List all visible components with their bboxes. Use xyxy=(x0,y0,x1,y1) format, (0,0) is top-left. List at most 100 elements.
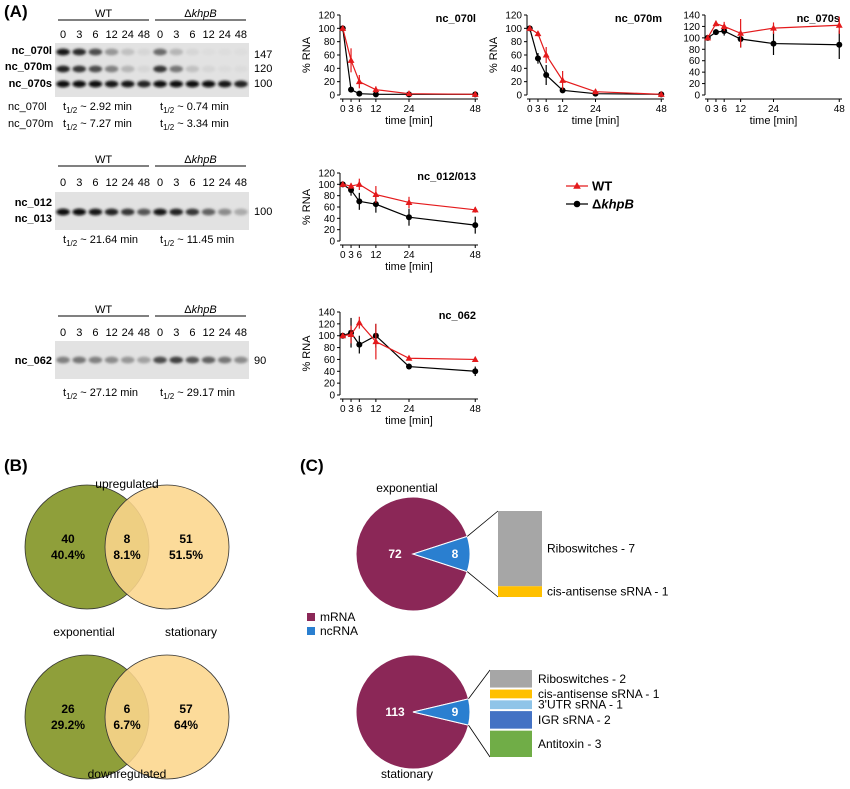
gel-band xyxy=(137,208,151,216)
pie-value-mrna: 72 xyxy=(388,547,402,561)
x-axis-label: time [min] xyxy=(385,261,433,273)
pie-exponential: 72 8 exponential Riboswitches - 7 cis-antise… xyxy=(355,481,669,612)
gel-band xyxy=(120,48,135,56)
gel-band xyxy=(56,356,70,364)
y-tick-label: 120 xyxy=(318,11,335,22)
y-tick-label: 140 xyxy=(683,11,700,22)
gel-background xyxy=(55,192,249,230)
group-prefix: Δ xyxy=(184,8,192,20)
gel-band xyxy=(185,80,200,88)
chart-title: nc_070s xyxy=(797,13,840,25)
series-line xyxy=(342,321,476,361)
halflife-t: t xyxy=(160,101,163,113)
data-point-triangle xyxy=(347,182,355,189)
gel-band xyxy=(201,80,216,88)
venn-upregulated: upregulated 40 40.4% 8 8.1% 51 51.5% xyxy=(24,477,230,610)
data-point-circle xyxy=(472,222,479,229)
panel-c-label: (C) xyxy=(300,456,324,475)
data-point-triangle xyxy=(339,24,347,31)
gel-band xyxy=(201,208,216,216)
y-tick-label: 80 xyxy=(324,343,336,354)
legend-label: ncRNA xyxy=(320,624,358,638)
halflife-sub: 1/2 xyxy=(66,123,78,132)
data-point-circle xyxy=(348,86,355,93)
y-tick-label: 40 xyxy=(511,64,523,75)
legend-marker-triangle xyxy=(573,182,581,189)
y-tick-label: 60 xyxy=(324,203,336,214)
x-tick-label: 6 xyxy=(357,104,363,115)
data-point-triangle xyxy=(712,19,720,27)
gel-band xyxy=(56,48,70,56)
band-size-label: 100 xyxy=(254,206,272,218)
legend-swatch xyxy=(307,613,315,621)
x-tick-label: 3 xyxy=(348,250,354,261)
y-tick-label: 100 xyxy=(318,24,335,35)
legend-label: mRNA xyxy=(320,610,355,624)
halflife-sub: 1/2 xyxy=(66,239,78,248)
timepoint-label: 48 xyxy=(235,327,247,339)
timepoint-label: 3 xyxy=(76,29,82,41)
group-prefix: Δ xyxy=(184,304,192,316)
legend-text: WT xyxy=(592,179,612,194)
band-name-label: nc_012 xyxy=(15,197,52,209)
y-tick-label: 100 xyxy=(683,33,700,44)
halflife-value: ~ 0.74 min xyxy=(174,101,229,113)
breakdown-segment xyxy=(490,700,532,710)
gel-band xyxy=(169,356,184,364)
gel-band xyxy=(201,48,216,56)
timepoint-label: 0 xyxy=(157,177,163,189)
band-name-label: nc_062 xyxy=(15,355,52,367)
x-tick-label: 12 xyxy=(557,104,569,115)
gel-band xyxy=(104,48,119,56)
gel-band xyxy=(217,208,232,216)
venn-circle-right xyxy=(104,654,230,780)
pie-stationary: 113 9 stationary Riboswitches - 2cis-antise… xyxy=(355,654,660,781)
band-size-label: 100 xyxy=(254,78,272,90)
venn-count: 6 xyxy=(124,702,131,716)
x-tick-label: 0 xyxy=(527,104,533,115)
series-line xyxy=(529,28,662,95)
x-axis-label: time [min] xyxy=(572,115,620,127)
gel-band xyxy=(153,208,167,216)
blot-group-label: ΔkhpB xyxy=(184,8,216,20)
gel-band xyxy=(234,80,248,88)
blot-group-label: WT xyxy=(95,154,112,166)
y-tick-label: 80 xyxy=(324,37,336,48)
legend-swatch xyxy=(307,627,315,635)
x-tick-label: 0 xyxy=(340,404,346,415)
pie-title: exponential xyxy=(376,481,437,495)
y-tick-label: 0 xyxy=(694,91,700,102)
data-point-circle xyxy=(356,198,363,205)
timepoint-label: 12 xyxy=(202,177,214,189)
series-line xyxy=(342,28,476,95)
venn-percent: 8.1% xyxy=(113,548,141,562)
y-tick-label: 20 xyxy=(689,79,701,90)
gel-band xyxy=(153,356,167,364)
data-point-triangle xyxy=(657,90,665,97)
timepoint-label: 0 xyxy=(157,327,163,339)
group-name: WT xyxy=(95,154,112,166)
chart-title: nc_070l xyxy=(436,13,476,25)
timepoint-label: 6 xyxy=(189,177,195,189)
data-point-triangle xyxy=(526,24,534,31)
x-tick-label: 12 xyxy=(370,404,382,415)
breakdown-segment xyxy=(490,689,532,699)
gel-band xyxy=(56,65,70,73)
gel-band xyxy=(153,48,167,56)
x-axis-label: time [min] xyxy=(385,115,433,127)
data-point-triangle xyxy=(471,355,479,362)
band-name-label: nc_070s xyxy=(9,78,52,90)
halflife-rna-name: nc_070l xyxy=(8,101,47,113)
data-point-triangle xyxy=(372,338,380,345)
panel-b-label: (B) xyxy=(4,456,28,475)
data-point-triangle xyxy=(339,332,347,339)
gel-band xyxy=(217,80,232,88)
timepoint-label: 3 xyxy=(173,327,179,339)
y-axis-label: % RNA xyxy=(301,335,313,372)
gel-band xyxy=(72,48,87,56)
y-tick-label: 40 xyxy=(689,68,701,79)
halflife-value: ~ 2.92 min xyxy=(77,101,132,113)
